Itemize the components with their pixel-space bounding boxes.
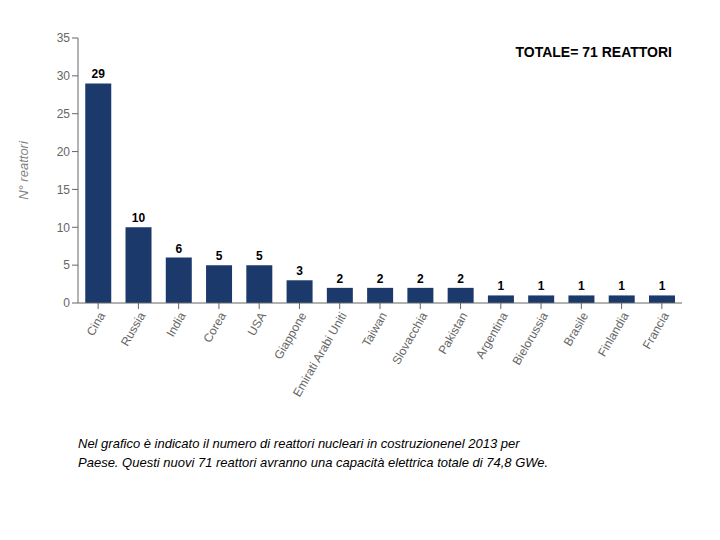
svg-text:1: 1 [618, 279, 625, 293]
svg-text:20: 20 [57, 145, 71, 159]
svg-text:Giappone: Giappone [271, 309, 309, 361]
svg-text:1: 1 [538, 279, 545, 293]
html-text:Nel grafico è indicato il nume: Nel grafico è indicato il numero di reat… [78, 436, 520, 451]
svg-text:India: India [164, 309, 189, 339]
svg-text:2: 2 [457, 272, 464, 286]
svg-text:2: 2 [377, 272, 384, 286]
svg-text:Taiwan: Taiwan [359, 310, 390, 349]
svg-text:Finlandia: Finlandia [595, 309, 632, 358]
svg-text:1: 1 [659, 279, 666, 293]
svg-text:2: 2 [417, 272, 424, 286]
svg-text:Corea: Corea [200, 309, 229, 345]
svg-text:Cina: Cina [84, 309, 109, 338]
svg-text:1: 1 [578, 279, 585, 293]
svg-text:5: 5 [216, 249, 223, 263]
svg-text:Pakistan: Pakistan [435, 310, 470, 357]
svg-text:6: 6 [175, 242, 182, 256]
html-text:TOTALE= 71 REATTORI: TOTALE= 71 REATTORI [515, 44, 672, 60]
svg-text:Francia: Francia [640, 309, 672, 351]
svg-text:Argentina: Argentina [473, 309, 511, 361]
svg-text:Bielorussia: Bielorussia [510, 309, 552, 367]
svg-text:10: 10 [132, 211, 146, 225]
svg-text:10: 10 [57, 221, 71, 235]
svg-text:N° reattori: N° reattori [16, 140, 31, 200]
svg-text:USA: USA [245, 310, 269, 338]
svg-text:2: 2 [337, 272, 344, 286]
svg-text:Slovacchia: Slovacchia [389, 309, 430, 367]
svg-text:Brasile: Brasile [561, 309, 592, 348]
svg-text:29: 29 [92, 67, 106, 81]
svg-text:5: 5 [63, 258, 70, 272]
svg-text:30: 30 [57, 69, 71, 83]
svg-text:0: 0 [63, 296, 70, 310]
svg-text:5: 5 [256, 249, 263, 263]
svg-text:3: 3 [296, 264, 303, 278]
svg-text:15: 15 [57, 183, 71, 197]
html-text:Paese. Questi nuovi 71 reattor: Paese. Questi nuovi 71 reattori avranno … [78, 455, 549, 470]
svg-text:35: 35 [57, 31, 71, 45]
svg-text:1: 1 [498, 279, 505, 293]
svg-text:Russia: Russia [118, 309, 149, 348]
svg-text:Emirati Arabi Uniti: Emirati Arabi Uniti [290, 310, 350, 400]
svg-text:25: 25 [57, 107, 71, 121]
